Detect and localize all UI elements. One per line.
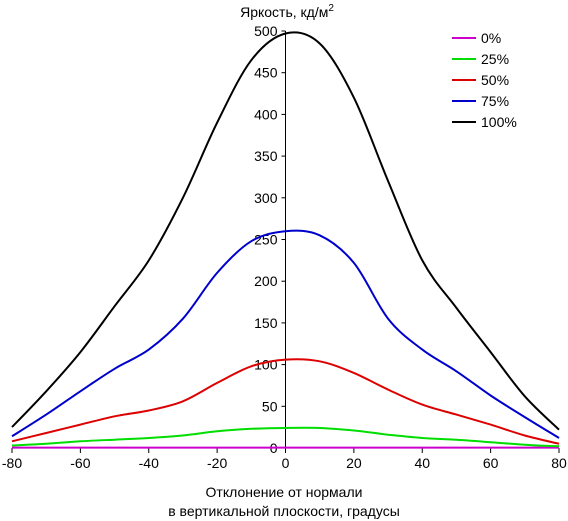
- chart-title: Яркость, кд/м2: [240, 3, 334, 20]
- legend-label: 50%: [481, 72, 509, 88]
- chart-title-superscript: 2: [328, 3, 334, 14]
- x-tick-label: -40: [139, 455, 159, 471]
- series-line-25pct: [11, 426, 560, 448]
- y-tick-label: 500: [254, 23, 278, 39]
- series-line-50pct: [11, 358, 560, 445]
- chart-title-text: Яркость, кд/м: [240, 4, 328, 20]
- y-tick-label: 150: [254, 315, 278, 331]
- y-tick-label: 300: [254, 190, 278, 206]
- x-tick-label: 20: [346, 455, 362, 471]
- y-tick-label: 250: [254, 232, 278, 248]
- x-axis-label-line-1: Отклонение от нормали: [206, 484, 363, 500]
- x-tick-label: 60: [483, 455, 499, 471]
- legend: 0% 25% 50% 75% 100%: [452, 30, 517, 130]
- x-tick-label: -60: [70, 455, 90, 471]
- y-tick-label: 450: [254, 65, 278, 81]
- series-line-75pct: [11, 229, 560, 439]
- y-tick-label: 400: [254, 106, 278, 122]
- legend-label: 100%: [481, 114, 517, 130]
- x-tick-label: -80: [2, 455, 22, 471]
- x-tick-label: 40: [414, 455, 430, 471]
- legend-label: 75%: [481, 93, 509, 109]
- axes: -80 -60 -40 -20 0 20 40 60 800501001502002503003…: [2, 23, 567, 471]
- x-axis-label-line-2: в вертикальной плоскости, градусы: [168, 503, 400, 519]
- series-layer: [11, 31, 560, 449]
- x-tick-label: -20: [207, 455, 227, 471]
- series-line-100pct: [11, 31, 560, 431]
- x-tick-label: 0: [282, 455, 290, 471]
- legend-label: 0%: [481, 30, 501, 46]
- x-tick-label: 80: [551, 455, 567, 471]
- legend-label: 25%: [481, 51, 509, 67]
- y-tick-label: 50: [262, 398, 278, 414]
- y-tick-label: 350: [254, 148, 278, 164]
- y-tick-label: 200: [254, 273, 278, 289]
